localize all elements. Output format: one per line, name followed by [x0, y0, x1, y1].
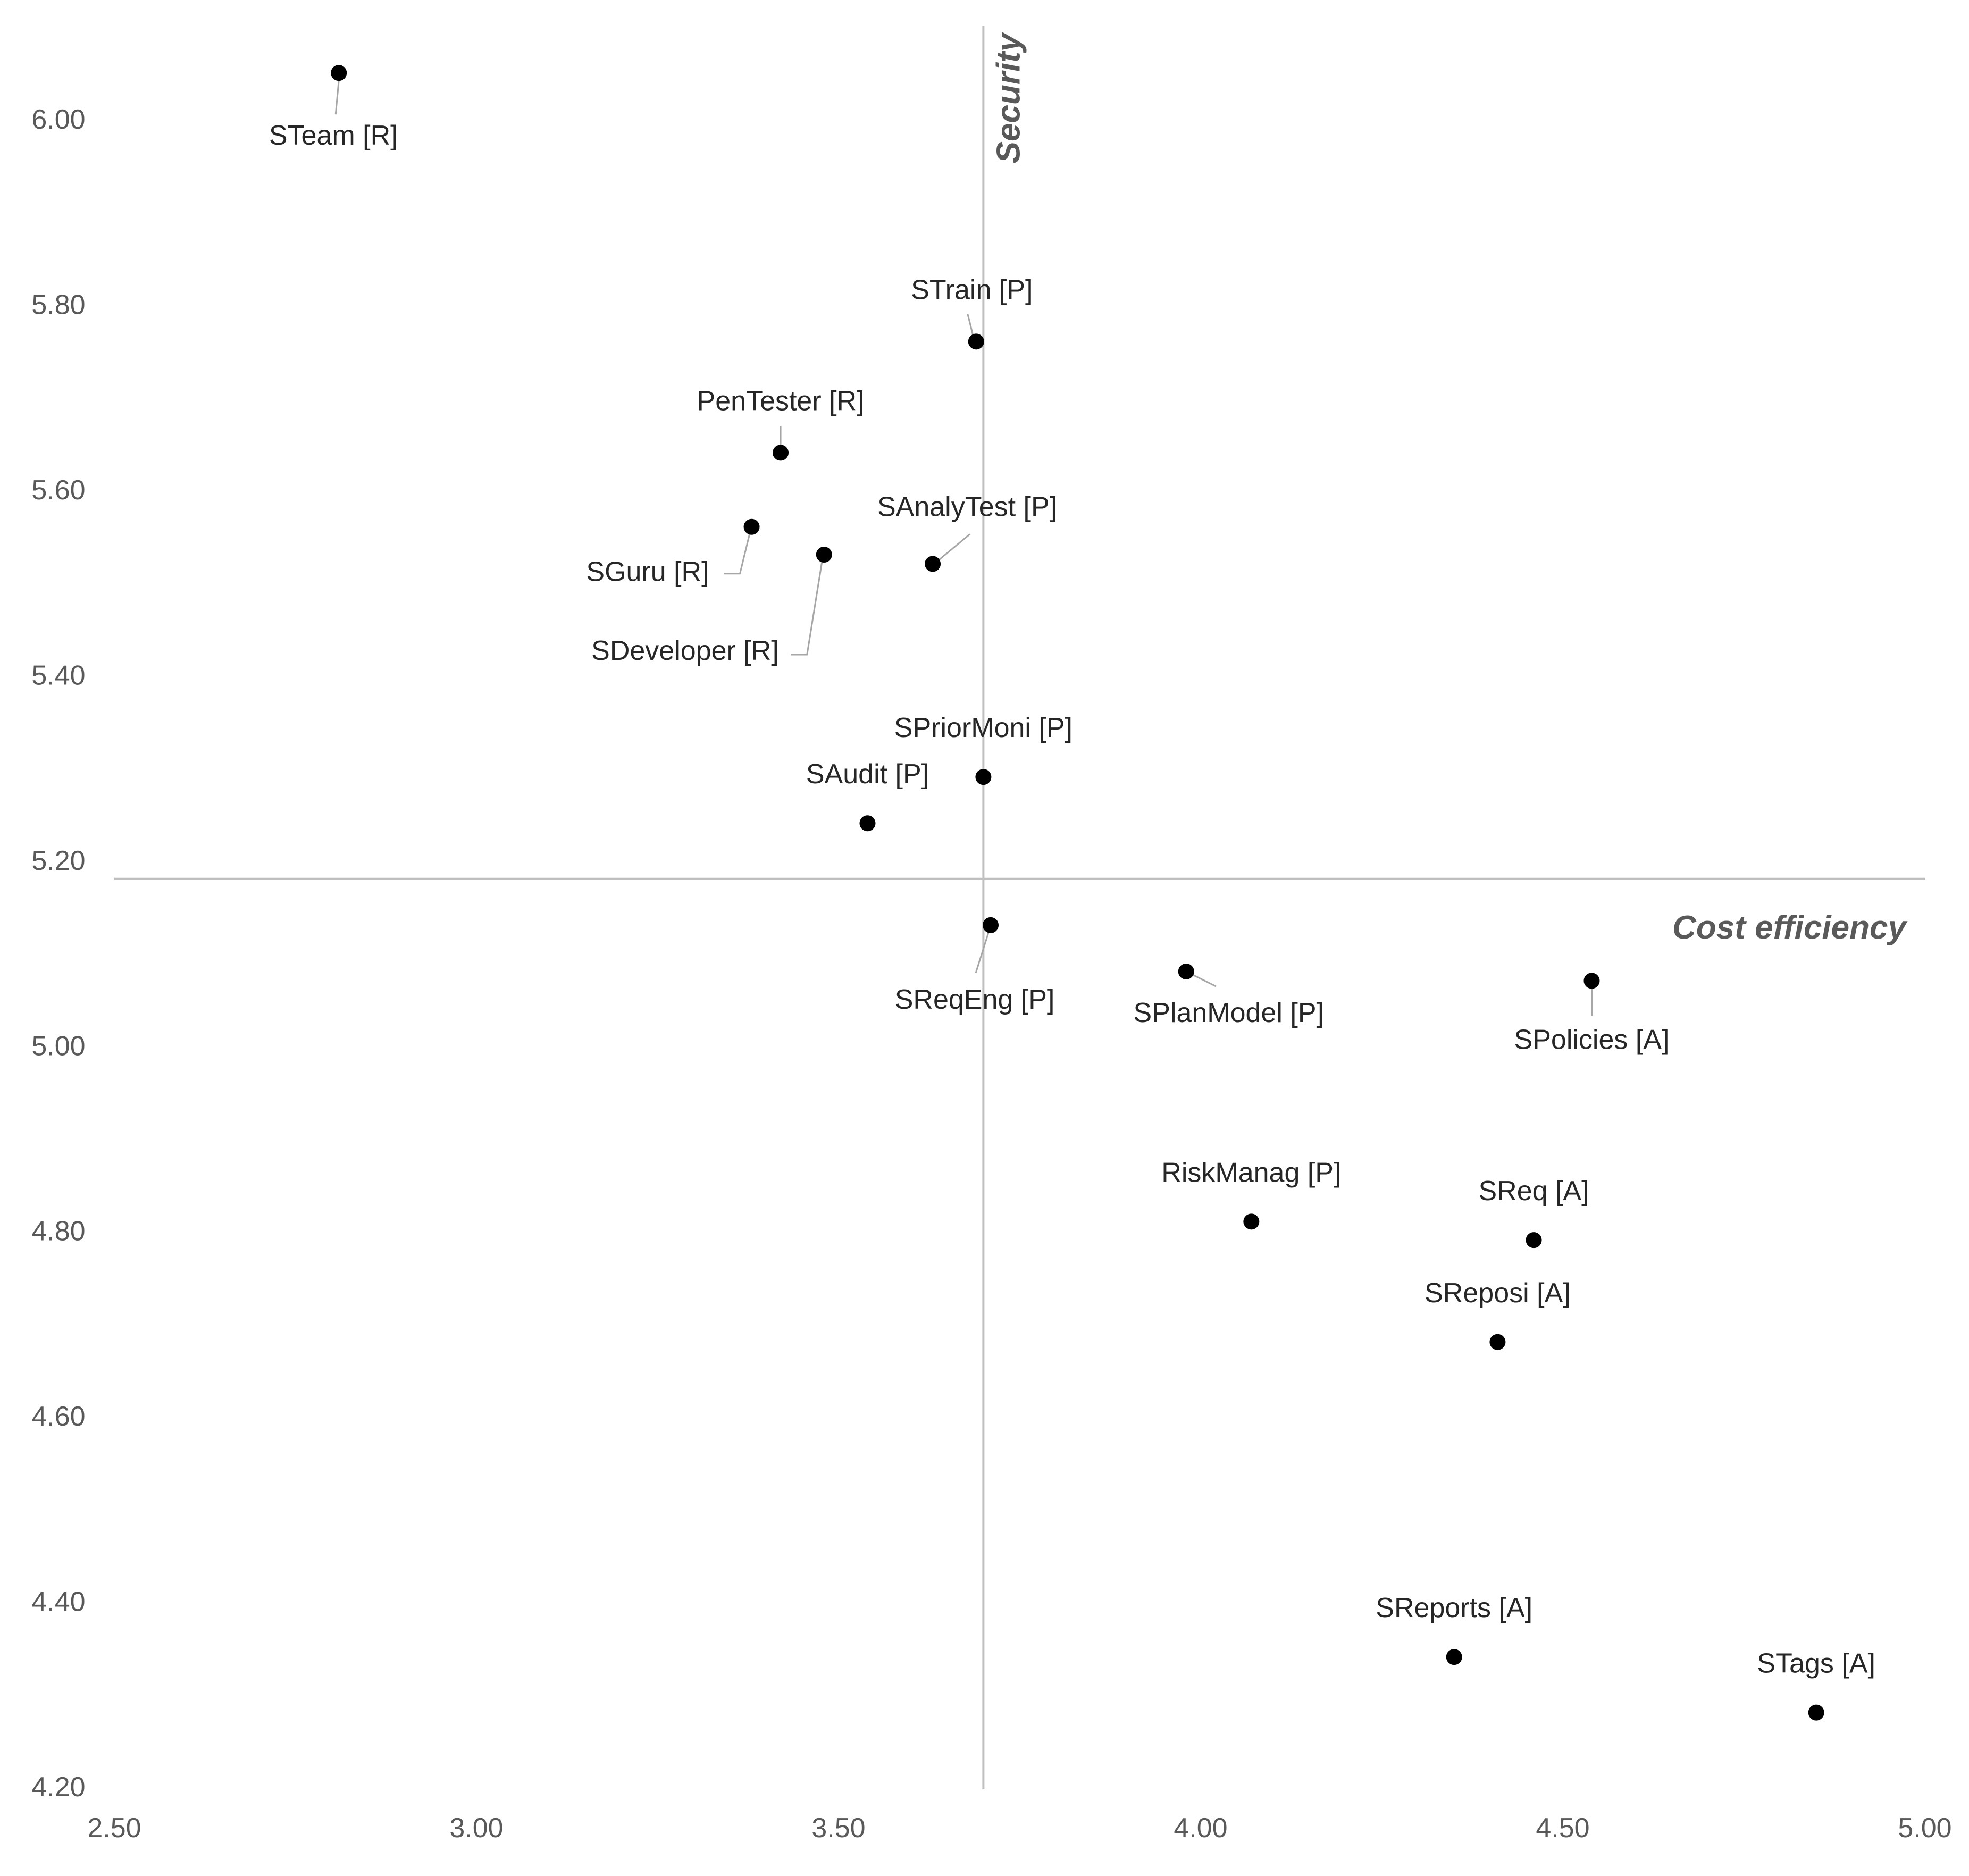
data-label: SGuru [R] — [586, 557, 709, 588]
data-point — [1808, 1704, 1824, 1721]
y-tick-label: 5.20 — [31, 845, 85, 876]
data-point — [975, 769, 992, 785]
data-point — [816, 547, 832, 563]
data-point — [1526, 1232, 1542, 1249]
data-point — [859, 815, 876, 832]
data-label: SAudit [P] — [806, 759, 929, 790]
data-point — [1178, 963, 1194, 979]
data-point — [1243, 1213, 1260, 1230]
data-label: SReposi [A] — [1425, 1278, 1571, 1309]
data-point — [1489, 1334, 1506, 1350]
leader-line — [937, 533, 971, 562]
data-point — [331, 65, 347, 81]
data-label: RiskManag [P] — [1161, 1157, 1341, 1188]
y-tick-label: 6.00 — [31, 104, 85, 135]
data-point — [983, 917, 999, 933]
leader-line — [975, 932, 990, 974]
y-tick-label: 4.20 — [31, 1772, 85, 1803]
y-tick-label: 5.40 — [31, 660, 85, 691]
y-tick-label: 4.40 — [31, 1587, 85, 1618]
data-label: STags [A] — [1757, 1648, 1875, 1679]
data-point — [968, 333, 984, 350]
data-point — [1583, 973, 1600, 989]
leader-line — [967, 313, 974, 336]
data-label: SReports [A] — [1376, 1593, 1532, 1623]
data-label: PenTester [R] — [697, 386, 865, 416]
y-tick-label: 5.80 — [31, 290, 85, 321]
data-point — [773, 445, 789, 461]
data-label: SPlanModel [P] — [1134, 998, 1324, 1028]
y-tick-label: 5.00 — [31, 1031, 85, 1061]
leader-line — [724, 534, 751, 575]
x-tick-label: 2.50 — [87, 1813, 141, 1844]
y-tick-label: 4.80 — [31, 1216, 85, 1247]
leader-line — [334, 80, 340, 115]
y-axis-title: Security — [990, 31, 1027, 163]
y-tick-label: 5.60 — [31, 475, 85, 506]
data-point — [1446, 1649, 1462, 1665]
leader-line — [1192, 974, 1217, 987]
data-label: SPolicies [A] — [1514, 1024, 1670, 1055]
x-axis-title: Cost efficiency — [1672, 909, 1908, 946]
x-tick-label: 4.00 — [1174, 1813, 1227, 1844]
data-label: SPriorMoni [P] — [894, 713, 1073, 743]
data-label: STrain [P] — [911, 274, 1033, 305]
x-tick-label: 4.50 — [1536, 1813, 1589, 1844]
data-label: SReq [A] — [1478, 1176, 1589, 1207]
leader-line — [791, 562, 823, 656]
x-tick-label: 3.00 — [449, 1813, 503, 1844]
x-tick-label: 3.50 — [811, 1813, 865, 1844]
data-point — [743, 518, 760, 535]
data-label: STeam [R] — [269, 120, 398, 151]
data-label: SAnalyTest [P] — [877, 491, 1057, 522]
data-point — [925, 556, 941, 572]
y-tick-label: 4.60 — [31, 1401, 85, 1432]
data-label: SReqEng [P] — [895, 984, 1055, 1015]
data-label: SDeveloper [R] — [591, 635, 779, 666]
x-tick-label: 5.00 — [1898, 1813, 1951, 1844]
